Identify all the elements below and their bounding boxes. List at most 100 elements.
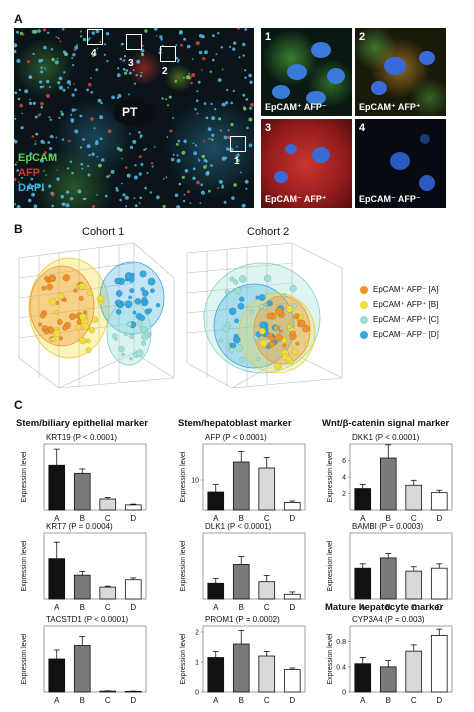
nucleus-dot	[44, 151, 47, 154]
x-tick-label: A	[360, 514, 366, 523]
chart-bambi: BAMBI (P = 0.0003) Expression level A B C D	[327, 522, 453, 612]
nucleus-dot	[186, 44, 191, 49]
nucleus-dot	[92, 204, 96, 208]
nucleus-dot	[18, 88, 22, 92]
nucleus-dot	[40, 139, 45, 144]
nucleus-dot	[210, 102, 213, 106]
nucleus-dot	[244, 76, 247, 79]
sample-sphere	[229, 276, 235, 282]
nucleus-dot	[153, 146, 156, 148]
nucleus-dot	[170, 157, 175, 162]
nucleus-dot	[165, 98, 168, 101]
nucleus-dot	[244, 28, 248, 31]
panel-c-letter: C	[14, 398, 23, 412]
nucleus-dot	[197, 80, 201, 84]
sample-sphere	[258, 294, 266, 302]
nucleus-dot	[195, 41, 200, 46]
nucleus-dot	[236, 145, 238, 148]
nucleus-dot	[47, 31, 50, 34]
sample-sphere	[48, 298, 57, 306]
nucleus-dot	[197, 158, 200, 160]
panel-a-letter: A	[14, 12, 23, 26]
sample-sphere	[114, 337, 118, 341]
nucleus-dot	[144, 29, 148, 33]
sample-sphere	[126, 321, 133, 328]
nucleus-dot	[87, 165, 90, 168]
nucleus-dot	[141, 53, 144, 57]
sample-sphere	[263, 306, 268, 310]
nucleus-dot	[103, 53, 106, 56]
nucleus-dot	[212, 58, 215, 62]
sample-sphere	[228, 307, 237, 316]
chart-title: CYP3A4 (P = 0.003)	[352, 615, 425, 624]
sample-sphere	[117, 302, 124, 309]
nucleus-dot	[156, 195, 160, 200]
sample-sphere	[39, 312, 46, 319]
nucleus-dot	[144, 186, 147, 190]
sample-sphere	[123, 331, 129, 337]
x-tick-label: C	[411, 603, 417, 612]
nucleus-dot	[34, 140, 37, 142]
sample-sphere	[293, 313, 300, 320]
nucleus-dot	[17, 97, 21, 101]
nucleus-dot	[221, 185, 225, 189]
nucleus-dot	[61, 138, 65, 141]
chart-title: KRT19 (P < 0.0001)	[46, 433, 117, 442]
nucleus-dot	[233, 183, 237, 187]
pt-label: PT	[122, 105, 138, 119]
bar-c	[405, 650, 423, 693]
bar-b	[73, 574, 91, 600]
bar-c	[405, 570, 423, 600]
nucleus-dot	[70, 113, 73, 116]
nucleus-dot	[67, 139, 71, 143]
nucleus-dot	[67, 86, 69, 89]
x-tick-label: B	[239, 696, 244, 705]
chart-title: AFP (P < 0.0001)	[205, 433, 267, 442]
sample-sphere	[139, 314, 146, 322]
nucleus-dot	[44, 67, 46, 70]
nucleus-dot	[244, 179, 249, 184]
nucleus-dot	[226, 147, 230, 151]
nucleus-dot	[229, 45, 232, 48]
nucleus-dot	[72, 53, 76, 57]
bar-d	[430, 492, 448, 511]
bar-b	[379, 666, 397, 693]
nucleus-dot	[58, 116, 61, 119]
nucleus-dot	[41, 188, 45, 192]
sample-sphere	[266, 300, 273, 307]
nucleus-dot	[79, 115, 81, 117]
nucleus-dot	[86, 88, 89, 92]
sample-sphere	[49, 276, 55, 283]
x-tick-label: C	[264, 696, 270, 705]
nucleus-dot	[69, 160, 72, 163]
nucleus-dot	[177, 58, 180, 61]
legend-item-b: EpCAM⁺ AFP⁺ [B]	[360, 300, 438, 309]
nucleus-dot	[119, 148, 123, 152]
x-tick-label: A	[213, 696, 219, 705]
nucleus-dot	[230, 123, 234, 127]
nucleus-dot	[50, 48, 54, 51]
nucleus-dot	[211, 116, 216, 121]
nucleus-dot	[88, 37, 91, 40]
nucleus-dot	[176, 158, 181, 163]
nucleus-dot	[243, 107, 247, 111]
nucleus-dot	[218, 179, 223, 184]
inset-1-caption: EpCAM⁺ AFP⁻	[265, 102, 327, 112]
bar-a	[48, 558, 66, 600]
nucleus-dot	[163, 177, 165, 180]
bar-c	[258, 467, 276, 511]
nucleus-dot	[99, 115, 104, 120]
nucleus-dot	[221, 156, 226, 161]
chart-dkk1: DKK1 (P < 0.0001) Expression level 2 4 6 A B C D	[327, 433, 453, 523]
nucleus-dot	[30, 177, 34, 181]
nucleus-dot	[211, 138, 214, 141]
inset-3-number: 3	[265, 122, 272, 134]
sample-sphere	[275, 333, 283, 342]
nucleus-dot	[34, 115, 38, 119]
nucleus-dot	[110, 169, 115, 174]
group-title-wnt: Wnt/β-catenin signal marker	[322, 418, 450, 429]
cohort-1-3d-plot	[18, 242, 175, 388]
nucleus-dot	[66, 80, 71, 85]
sample-sphere	[91, 316, 99, 324]
sample-sphere	[115, 308, 122, 315]
